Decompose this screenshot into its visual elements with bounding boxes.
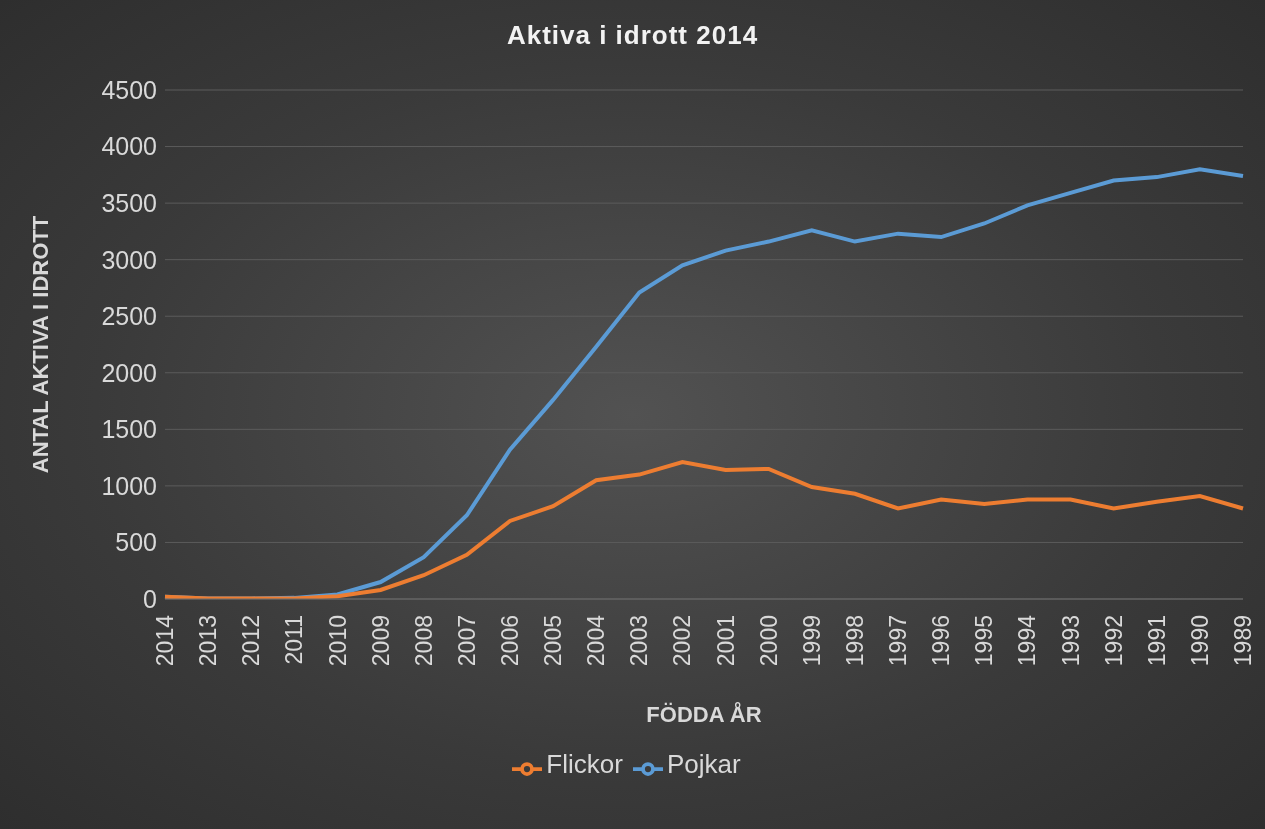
svg-text:2007: 2007: [454, 615, 480, 666]
svg-text:1991: 1991: [1144, 615, 1170, 666]
html-text:Flickor: Flickor: [546, 749, 623, 779]
svg-text:4500: 4500: [101, 76, 157, 104]
svg-text:1996: 1996: [928, 615, 954, 666]
svg-text:2014: 2014: [152, 615, 178, 666]
svg-text:2006: 2006: [497, 615, 523, 666]
svg-text:1990: 1990: [1187, 615, 1213, 666]
svg-text:1994: 1994: [1014, 615, 1040, 666]
svg-text:1999: 1999: [799, 615, 825, 666]
svg-text:1997: 1997: [885, 615, 911, 666]
html-text:Pojkar: Pojkar: [666, 749, 741, 779]
svg-text:1989: 1989: [1230, 615, 1256, 666]
svg-text:2005: 2005: [540, 615, 566, 666]
svg-text:2500: 2500: [101, 302, 157, 330]
svg-text:2009: 2009: [368, 615, 394, 666]
svg-text:1000: 1000: [101, 472, 157, 500]
svg-text:FÖDDA ÅR: FÖDDA ÅR: [646, 701, 761, 727]
svg-text:2008: 2008: [411, 615, 437, 666]
svg-text:1993: 1993: [1058, 615, 1084, 666]
svg-text:2000: 2000: [101, 359, 157, 387]
svg-text:2013: 2013: [195, 615, 221, 666]
svg-text:3000: 3000: [101, 246, 157, 274]
svg-text:2002: 2002: [669, 615, 695, 666]
svg-text:1995: 1995: [971, 615, 997, 666]
svg-text:4000: 4000: [101, 132, 157, 160]
svg-text:2000: 2000: [756, 615, 782, 666]
svg-text:2012: 2012: [238, 615, 264, 666]
svg-text:1998: 1998: [842, 615, 868, 666]
svg-text:1992: 1992: [1101, 615, 1127, 666]
svg-text:0: 0: [143, 585, 157, 613]
html-text:Aktiva i idrott 2014: Aktiva i idrott 2014: [506, 20, 759, 50]
svg-text:500: 500: [115, 528, 157, 556]
svg-text:2010: 2010: [325, 615, 351, 666]
svg-text:2003: 2003: [626, 615, 652, 666]
svg-text:2011: 2011: [281, 615, 307, 664]
svg-text:ANTAL AKTIVA I IDROTT: ANTAL AKTIVA I IDROTT: [28, 215, 53, 473]
svg-text:1500: 1500: [101, 415, 157, 443]
svg-text:3500: 3500: [101, 189, 157, 217]
svg-text:2004: 2004: [583, 615, 609, 666]
svg-text:2001: 2001: [713, 615, 739, 666]
